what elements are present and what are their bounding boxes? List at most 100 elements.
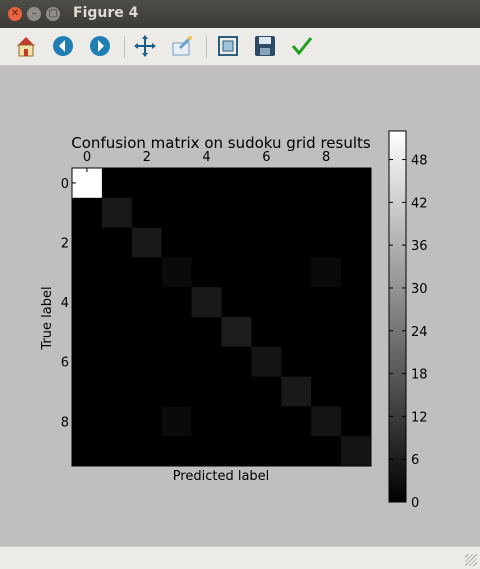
edit-axes-button[interactable] [288, 32, 316, 60]
heatmap-cell [311, 227, 342, 258]
heatmap-cell [101, 436, 133, 467]
heatmap-cell [161, 197, 193, 229]
window-title: Figure 4 [73, 5, 139, 21]
heatmap-cell [191, 168, 222, 199]
heatmap-cell [191, 227, 222, 258]
heatmap-cell [101, 317, 133, 348]
heatmap-cell [131, 227, 163, 258]
heatmap-cell [131, 346, 163, 378]
x-tick-label: 0 [83, 150, 91, 165]
heatmap-cell [281, 287, 312, 318]
subplots-button[interactable] [214, 32, 242, 60]
heatmap-cell [72, 197, 103, 229]
toolbar [0, 28, 480, 66]
heatmap-cell [251, 346, 282, 378]
heatmap-cell [161, 168, 193, 199]
heatmap-frame [71, 167, 372, 467]
heatmap-cell [161, 227, 193, 258]
y-ticks: 0 2 4 6 8 [61, 177, 371, 430]
heatmap-cell [221, 257, 252, 288]
heatmap-cell [341, 168, 372, 199]
heatmap-cell [251, 257, 282, 288]
heatmap-cell [281, 406, 312, 437]
x-tick-label: 6 [262, 150, 270, 165]
heatmap-cell [251, 227, 282, 258]
heatmap-cell [101, 287, 133, 318]
pan-icon [134, 35, 156, 57]
heatmap-cell [101, 406, 133, 437]
resize-grip[interactable] [465, 554, 477, 566]
heatmap-cell [101, 227, 133, 258]
heatmap-cell [131, 168, 163, 199]
heatmap-cell [281, 168, 312, 199]
heatmap-cell [221, 287, 252, 318]
colorbar-tick-label: 6 [411, 453, 419, 468]
pan-button[interactable] [131, 32, 159, 60]
toolbar-separator [206, 36, 207, 58]
heatmap-cell [311, 197, 342, 229]
x-tick-label: 4 [202, 150, 210, 165]
forward-button[interactable] [86, 32, 114, 60]
heatmap-cell [221, 227, 252, 258]
heatmap-cell [281, 346, 312, 378]
back-button[interactable] [49, 32, 77, 60]
x-axis-label: Predicted label [173, 469, 270, 484]
forward-icon [90, 36, 110, 56]
heatmap-cell [311, 436, 342, 467]
heatmap-cell [311, 346, 342, 378]
heatmap-cell [341, 406, 372, 437]
heatmap-cell [101, 257, 133, 288]
maximize-window-button[interactable]: ▢ [46, 7, 60, 21]
heatmap-cell [72, 287, 103, 318]
heatmap-cell [311, 317, 342, 348]
heatmap-cell [101, 346, 133, 378]
minimize-window-button[interactable]: – [27, 7, 41, 21]
heatmap-cell [341, 376, 372, 407]
heatmap-cell [101, 168, 133, 199]
heatmap-cell [311, 406, 342, 437]
status-bar [0, 546, 480, 569]
heatmap-cell [221, 436, 252, 467]
heatmap-cell [221, 376, 252, 407]
heatmap-cell [161, 257, 193, 288]
save-icon [255, 36, 275, 56]
heatmap-cell [161, 346, 193, 378]
heatmap-cell [131, 257, 163, 288]
colorbar-tick-label: 12 [411, 410, 428, 425]
toolbar-separator [124, 36, 125, 58]
heatmap-cell [221, 168, 252, 199]
heatmap-cell [161, 317, 193, 348]
y-tick-label: 6 [61, 356, 69, 371]
heatmap-cell [281, 197, 312, 229]
heatmap-cell [131, 317, 163, 348]
zoom-button[interactable] [168, 32, 196, 60]
home-icon [17, 37, 35, 57]
heatmap-cell [281, 317, 312, 348]
heatmap-cell [341, 287, 372, 318]
colorbar-tick-label: 36 [411, 239, 428, 254]
heatmap-cell [311, 376, 342, 407]
save-button[interactable] [251, 32, 279, 60]
y-tick-label: 4 [61, 296, 69, 311]
heatmap-cell [191, 197, 222, 229]
colorbar-tick-label: 42 [411, 196, 428, 211]
heatmap-cell [72, 317, 103, 348]
heatmap-cell [161, 406, 193, 437]
heatmap-cell [341, 227, 372, 258]
heatmap-cell [311, 168, 342, 199]
colorbar-ticks: 0 6 12 18 24 30 36 42 48 [389, 154, 428, 511]
heatmap-cell [191, 257, 222, 288]
x-tick-label: 2 [143, 150, 151, 165]
heatmap-cells [72, 168, 372, 467]
close-window-button[interactable]: ✕ [8, 7, 22, 21]
heatmap-cell [131, 376, 163, 407]
colorbar [388, 130, 407, 503]
home-button[interactable] [12, 32, 40, 60]
heatmap-cell [72, 406, 103, 437]
heatmap-cell [341, 346, 372, 378]
heatmap-cell [101, 197, 133, 229]
heatmap-cell [191, 317, 222, 348]
chart-title: Confusion matrix on sudoku grid results [71, 134, 371, 152]
colorbar-tick-label: 18 [411, 368, 428, 383]
heatmap-cell [191, 436, 222, 467]
